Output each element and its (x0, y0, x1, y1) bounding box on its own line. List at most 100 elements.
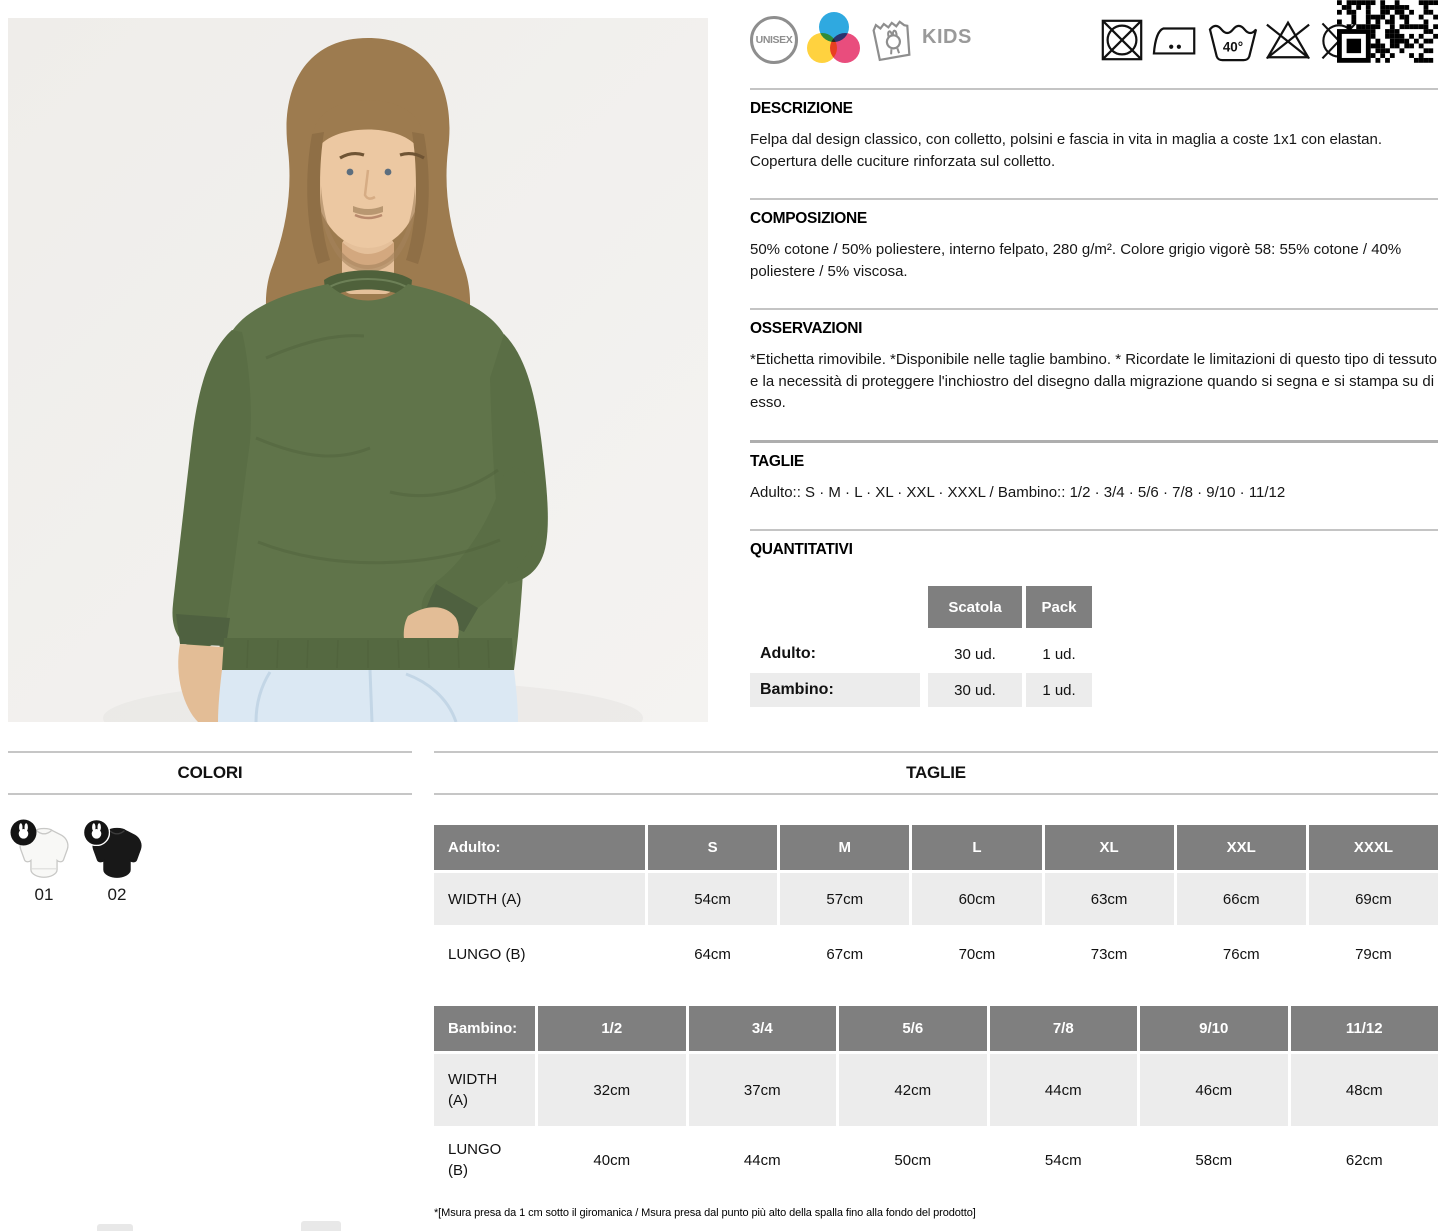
measure-value: 44cm (989, 1054, 1137, 1126)
measure-value: 44cm (688, 1129, 836, 1191)
size-col-header: XL (1044, 825, 1174, 870)
section-title-osservazioni: OSSERVAZIONI (750, 320, 863, 337)
measure-value: 66cm (1176, 873, 1306, 925)
kids-available-badge-icon (10, 819, 37, 851)
measure-value: 50cm (839, 1129, 987, 1191)
measure-value: 46cm (1140, 1054, 1288, 1126)
color-swatch-row: 01 02 (10, 818, 412, 905)
size-col-header: 5/6 (839, 1006, 987, 1051)
measure-value: 37cm (688, 1054, 836, 1126)
quantity-table: Scatola Pack Adulto: 30 ud. 1 ud. Bambin… (750, 586, 1092, 707)
measure-value: 76cm (1176, 928, 1306, 980)
do-not-tumble-dry-icon (1101, 19, 1143, 61)
quantity-row-label: Adulto: (760, 645, 816, 662)
quantity-header-spacer (750, 586, 920, 628)
measure-value: 73cm (1044, 928, 1174, 980)
measure-value: 69cm (1308, 873, 1438, 925)
colors-panel-title-box: COLORI (8, 751, 412, 795)
quantity-row-label: Bambino: (750, 673, 920, 707)
section-title-descrizione: DESCRIZIONE (750, 100, 853, 117)
measure-value: 58cm (1140, 1129, 1288, 1191)
size-col-header: 1/2 (538, 1006, 686, 1051)
color-swatch-02[interactable]: 02 (82, 818, 146, 905)
size-col-header: 11/12 (1290, 1006, 1438, 1051)
iron-2-dots-icon (1152, 27, 1196, 55)
section-title-quantitativi: QUANTITATIVI (750, 541, 853, 558)
measure-value: 54cm (989, 1129, 1137, 1191)
unisex-badge-icon: UNISEX (750, 16, 798, 64)
header-icon-row: UNISEX KIDS (750, 0, 1438, 74)
osservazioni-text: *Etichetta rimovibile. *Disponibile nell… (750, 351, 1438, 411)
color-swatch-01[interactable]: 01 (10, 819, 73, 905)
cut-off-artifact (97, 1224, 133, 1231)
sizes-panel-title: TAGLIE (906, 763, 966, 782)
product-photo (8, 18, 708, 756)
measure-value: 60cm (912, 873, 1042, 925)
measure-value: 57cm (780, 873, 910, 925)
measure-row-label: WIDTH (A) (434, 1054, 535, 1126)
divider (750, 308, 1438, 310)
kids-label: KIDS (922, 26, 972, 48)
kids-table-header: Bambino: (434, 1006, 535, 1051)
colors-panel-title: COLORI (177, 763, 243, 782)
model-illustration (8, 18, 708, 756)
measure-value: 64cm (648, 928, 778, 980)
measure-row-label: LUNGO (B) (434, 928, 645, 980)
size-col-header: 3/4 (688, 1006, 836, 1051)
color-code: 01 (34, 885, 54, 904)
size-col-header: S (648, 825, 778, 870)
measure-value: 42cm (839, 1054, 987, 1126)
colors-panel: COLORI 01 (8, 751, 412, 905)
measure-value: 79cm (1308, 928, 1438, 980)
size-col-header: XXL (1176, 825, 1306, 870)
full-color-print-icon (807, 12, 861, 66)
divider (750, 529, 1438, 531)
wash-temp-label: 40° (1223, 40, 1243, 55)
cut-off-artifact (301, 1221, 341, 1231)
kids-size-table: Bambino: 1/2 3/4 5/6 7/8 9/10 11/12 WIDT… (434, 1006, 1438, 1191)
color-code: 02 (107, 885, 127, 904)
size-col-header: L (912, 825, 1042, 870)
measure-row-label: LUNGO (B) (434, 1129, 535, 1191)
measure-value: 67cm (780, 928, 910, 980)
measure-value: 54cm (648, 873, 778, 925)
care-symbols: 40° (1098, 16, 1362, 64)
sizes-panel-title-box: TAGLIE (434, 751, 1438, 795)
quantity-table-header-row: Scatola Pack (750, 586, 1092, 628)
measure-value: 48cm (1290, 1054, 1438, 1126)
spec-sections: DESCRIZIONE Felpa dal design classico, c… (750, 88, 1438, 707)
size-col-header: 7/8 (989, 1006, 1137, 1051)
do-not-bleach-icon (1265, 20, 1311, 60)
section-title-composizione: COMPOSIZIONE (750, 210, 867, 227)
quantity-row-bambino: Bambino: 30 ud. 1 ud. (750, 673, 1092, 707)
quantity-value-pack: 1 ud. (1026, 673, 1092, 707)
size-col-header: XXXL (1308, 825, 1438, 870)
taglie-sizes-text: Adulto:: S · M · L · XL · XXL · XXXL / B… (750, 483, 1286, 501)
divider (750, 88, 1438, 90)
quantity-value-scatola: 30 ud. (954, 645, 996, 663)
measure-value: 70cm (912, 928, 1042, 980)
measure-value: 62cm (1290, 1129, 1438, 1191)
quantity-value-scatola: 30 ud. (928, 673, 1022, 707)
measure-value: 40cm (538, 1129, 686, 1191)
measurement-footnote: *[Msura presa da 1 cm sotto il giromanic… (434, 1207, 976, 1219)
kids-pattern-icon (866, 13, 918, 65)
kids-available-badge-icon (82, 818, 111, 851)
quantity-row-adulto: Adulto: 30 ud. 1 ud. (750, 637, 1092, 671)
divider-thick (750, 439, 1438, 443)
adult-size-table: Adulto: S M L XL XXL XXXL WIDTH (A) 54cm… (434, 825, 1438, 980)
divider (750, 198, 1438, 200)
measure-row-label: WIDTH (A) (434, 873, 645, 925)
quantity-value-pack: 1 ud. (1042, 645, 1076, 663)
quantity-col-header-pack: Pack (1026, 586, 1092, 628)
cmy-pink-circle (830, 33, 860, 63)
measure-value: 32cm (538, 1054, 686, 1126)
qr-code (1337, 0, 1438, 63)
unisex-label: UNISEX (755, 34, 793, 46)
section-title-taglie: TAGLIE (750, 452, 804, 470)
measure-value: 63cm (1044, 873, 1174, 925)
wash-40-icon: 40° (1208, 24, 1258, 62)
sizes-panel: TAGLIE Adulto: S M L XL XXL XXXL WIDTH (… (434, 751, 1438, 1219)
quantity-col-header-scatola: Scatola (928, 586, 1022, 628)
